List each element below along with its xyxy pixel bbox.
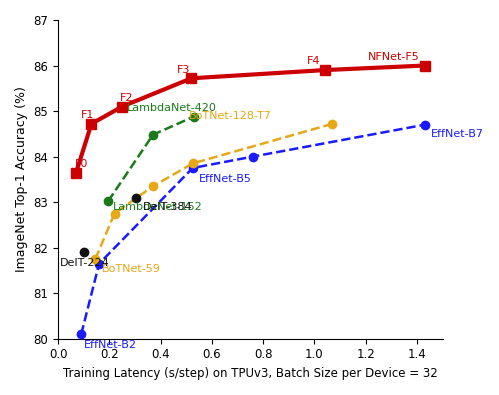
Text: LambdaNet-420: LambdaNet-420 (127, 103, 217, 113)
Text: F3: F3 (177, 65, 191, 75)
Text: EffNet-B2: EffNet-B2 (84, 340, 137, 350)
Text: DeIT-224: DeIT-224 (59, 258, 109, 268)
Y-axis label: ImageNet Top-1 Accuracy (%): ImageNet Top-1 Accuracy (%) (15, 87, 28, 272)
Text: F2: F2 (120, 93, 133, 103)
Text: F4: F4 (307, 56, 320, 66)
Text: F1: F1 (81, 110, 95, 120)
X-axis label: Training Latency (s/step) on TPUv3, Batch Size per Device = 32: Training Latency (s/step) on TPUv3, Batc… (63, 367, 438, 380)
Text: NFNet-F5: NFNet-F5 (368, 52, 420, 62)
Text: DeIT-384: DeIT-384 (143, 202, 192, 212)
Text: BoTNet-128-T7: BoTNet-128-T7 (189, 111, 272, 120)
Text: EffNet-B5: EffNet-B5 (199, 174, 252, 184)
Text: EffNet-B7: EffNet-B7 (431, 129, 484, 139)
Text: BoTNet-59: BoTNet-59 (102, 263, 161, 274)
Text: F0: F0 (75, 159, 88, 169)
Text: LambdaNet-152: LambdaNet-152 (113, 202, 203, 212)
